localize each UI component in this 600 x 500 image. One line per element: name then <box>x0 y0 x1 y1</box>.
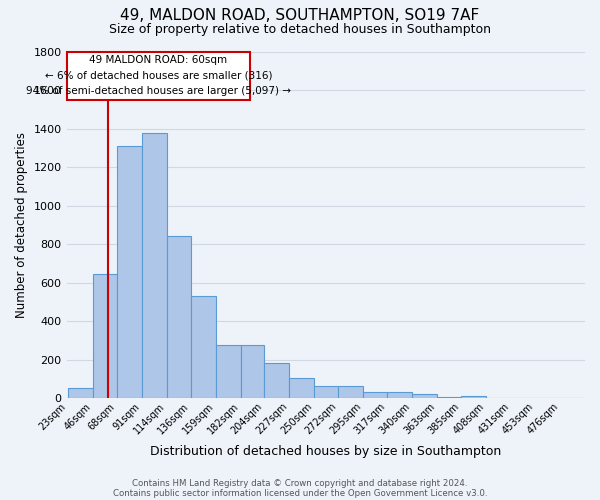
Bar <box>93 274 116 398</box>
FancyBboxPatch shape <box>67 52 250 100</box>
Bar <box>289 378 314 398</box>
Text: Contains public sector information licensed under the Open Government Licence v3: Contains public sector information licen… <box>113 488 487 498</box>
Bar <box>314 386 338 398</box>
Bar <box>215 346 241 399</box>
Bar <box>412 394 437 398</box>
Text: 49 MALDON ROAD: 60sqm: 49 MALDON ROAD: 60sqm <box>89 56 227 66</box>
Bar <box>142 134 167 398</box>
Bar <box>68 388 93 398</box>
Bar <box>338 386 364 398</box>
Bar <box>116 146 142 399</box>
Text: Size of property relative to detached houses in Southampton: Size of property relative to detached ho… <box>109 22 491 36</box>
Y-axis label: Number of detached properties: Number of detached properties <box>15 132 28 318</box>
X-axis label: Distribution of detached houses by size in Southampton: Distribution of detached houses by size … <box>150 444 502 458</box>
Bar <box>167 236 191 398</box>
Text: ← 6% of detached houses are smaller (316): ← 6% of detached houses are smaller (316… <box>45 70 272 81</box>
Bar <box>461 396 486 398</box>
Text: 49, MALDON ROAD, SOUTHAMPTON, SO19 7AF: 49, MALDON ROAD, SOUTHAMPTON, SO19 7AF <box>121 8 479 22</box>
Bar <box>191 296 215 398</box>
Text: Contains HM Land Registry data © Crown copyright and database right 2024.: Contains HM Land Registry data © Crown c… <box>132 478 468 488</box>
Bar <box>364 392 387 398</box>
Bar <box>387 392 412 398</box>
Bar <box>265 362 289 398</box>
Bar <box>241 346 265 399</box>
Text: 94% of semi-detached houses are larger (5,097) →: 94% of semi-detached houses are larger (… <box>26 86 291 96</box>
